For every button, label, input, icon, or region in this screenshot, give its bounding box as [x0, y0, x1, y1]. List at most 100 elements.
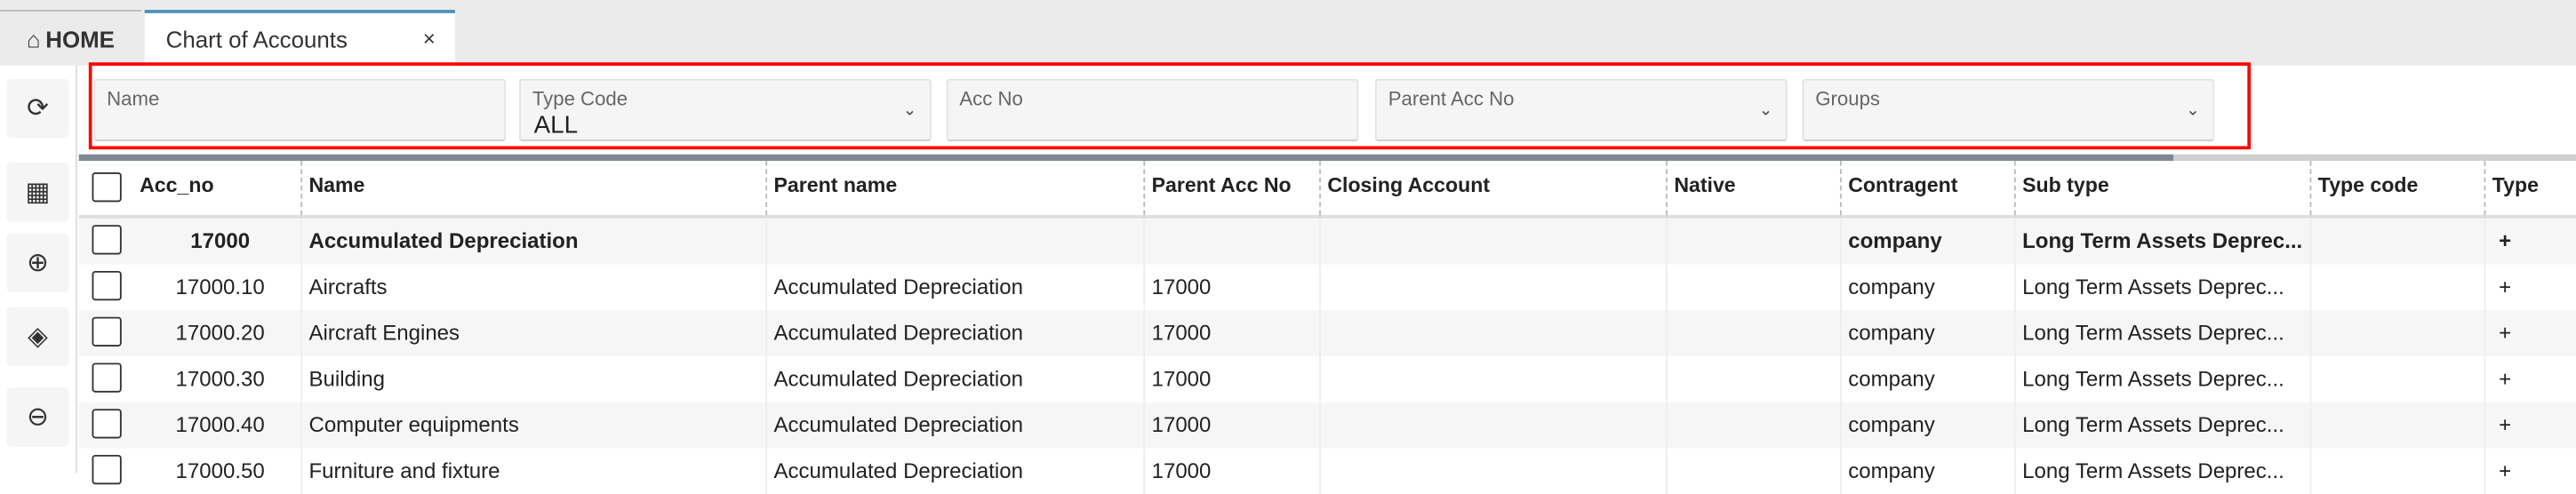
- cell-parent-acc-no: 17000: [1143, 310, 1319, 357]
- tab-chart-of-accounts[interactable]: Chart of Accounts ×: [144, 10, 455, 66]
- table-row[interactable]: 17000.20 Aircraft Engines Accumulated Depr…: [78, 310, 2576, 357]
- column-header-native[interactable]: Native: [1666, 161, 1840, 216]
- column-header-name[interactable]: Name: [300, 161, 765, 216]
- cell-type: +: [2484, 402, 2575, 449]
- row-checkbox[interactable]: [92, 363, 122, 393]
- column-header-parent-name[interactable]: Parent name: [765, 161, 1143, 216]
- cell-type-code: [2309, 310, 2484, 357]
- export-button[interactable]: ▦: [6, 162, 69, 222]
- cell-name: Computer equipments: [300, 402, 765, 449]
- table-body: 17000 Accumulated Depreciation company Long…: [78, 218, 2576, 494]
- table-row[interactable]: 17000.40 Computer equipments Accumulated D…: [78, 402, 2576, 449]
- delete-button[interactable]: ⊖: [6, 387, 69, 447]
- acc-no-filter-input[interactable]: Acc No: [946, 78, 1359, 141]
- cell-name: Aircraft Engines: [300, 310, 765, 357]
- chevron-down-icon: ⌄: [2186, 101, 2200, 120]
- select-all-checkbox[interactable]: [92, 172, 122, 203]
- cell-acc-no: 17000.40: [175, 411, 265, 437]
- row-checkbox[interactable]: [92, 316, 122, 347]
- column-header-sub-type[interactable]: Sub type: [2013, 161, 2310, 216]
- horizontal-scrollbar-track[interactable]: [2173, 154, 2576, 162]
- cell-native: [1666, 218, 1840, 265]
- cell-type-code: [2309, 448, 2484, 494]
- parent-acc-no-label: Parent Acc No: [1388, 86, 1515, 110]
- row-checkbox[interactable]: [92, 225, 122, 255]
- cell-native: [1666, 402, 1840, 449]
- cell-contragent: company: [1839, 402, 2014, 449]
- cell-native: [1666, 310, 1840, 357]
- home-icon: ⌂: [27, 26, 41, 53]
- clear-button[interactable]: ◈: [6, 307, 69, 367]
- cell-name: Furniture and fixture: [300, 448, 765, 494]
- column-header-acc-no[interactable]: Acc_no: [140, 173, 214, 197]
- cell-sub-type: Long Term Assets Deprec...: [2013, 264, 2310, 311]
- cell-type-code: [2309, 218, 2484, 265]
- cell-sub-type: Long Term Assets Deprec...: [2013, 310, 2310, 357]
- table-row[interactable]: 17000.30 Building Accumulated Depreciation…: [79, 356, 2576, 402]
- table-row[interactable]: 17000.10 Aircrafts Accumulated Depreciatio…: [79, 264, 2576, 311]
- tab-home[interactable]: ⌂ HOME: [0, 10, 141, 68]
- cell-parent-acc-no: 17000: [1143, 356, 1319, 402]
- cell-closing-account: [1319, 264, 1666, 311]
- cell-parent-acc-no: [1143, 218, 1319, 265]
- row-checkbox[interactable]: [92, 409, 122, 439]
- table-header: Acc_no Name Parent name Parent Acc No Closin…: [78, 161, 2576, 219]
- side-toolbar: ⟳ ▦ ⊕ ◈ ⊖: [0, 65, 77, 474]
- column-header-type[interactable]: Type: [2484, 161, 2575, 216]
- cell-type: +: [2484, 448, 2575, 494]
- parent-acc-no-select[interactable]: Parent Acc No ⌄: [1374, 78, 1788, 141]
- cell-native: [1666, 264, 1840, 311]
- name-filter-input[interactable]: Name: [93, 78, 507, 141]
- column-header-type-code[interactable]: Type code: [2309, 161, 2484, 216]
- tab-label: Chart of Accounts: [165, 26, 348, 53]
- cell-contragent: company: [1839, 218, 2014, 265]
- tab-bar: ⌂ HOME Chart of Accounts ×: [0, 0, 2576, 66]
- cell-contragent: company: [1839, 310, 2014, 357]
- name-filter-label: Name: [107, 86, 160, 110]
- cell-closing-account: [1319, 356, 1666, 402]
- cell-parent-name: [765, 218, 1143, 265]
- column-header-closing-account[interactable]: Closing Account: [1319, 161, 1666, 216]
- cell-name: Aircrafts: [300, 264, 765, 311]
- cell-parent-name: Accumulated Depreciation: [765, 448, 1143, 494]
- cell-type: +: [2484, 310, 2575, 357]
- column-header-contragent[interactable]: Contragent: [1839, 161, 2014, 216]
- cell-native: [1666, 448, 1840, 494]
- cell-sub-type: Long Term Assets Deprec...: [2013, 218, 2310, 265]
- add-button[interactable]: ⊕: [6, 233, 69, 292]
- table-row[interactable]: 17000.50 Furniture and fixture Accumulated…: [79, 448, 2576, 494]
- cell-parent-acc-no: 17000: [1143, 264, 1319, 311]
- close-icon[interactable]: ×: [422, 26, 436, 52]
- cell-contragent: company: [1839, 356, 2014, 402]
- cell-contragent: company: [1839, 448, 2014, 494]
- cell-parent-name: Accumulated Depreciation: [765, 264, 1143, 311]
- cell-acc-no: 17000.30: [175, 366, 265, 391]
- cell-parent-acc-no: 17000: [1143, 402, 1319, 449]
- minus-circle-icon: ⊖: [27, 403, 49, 433]
- cell-acc-no: 17000.20: [175, 320, 265, 346]
- cell-type-code: [2309, 356, 2484, 402]
- row-checkbox[interactable]: [92, 270, 122, 301]
- cell-parent-name: Accumulated Depreciation: [765, 310, 1143, 357]
- cell-name: Accumulated Depreciation: [300, 218, 765, 265]
- type-code-value: ALL: [533, 111, 579, 140]
- tab-home-label: HOME: [45, 26, 115, 53]
- groups-select[interactable]: Groups ⌄: [1802, 78, 2215, 141]
- cell-type-code: [2309, 264, 2484, 311]
- type-code-select[interactable]: Type Code ALL ⌄: [519, 78, 932, 141]
- table-row[interactable]: 17000 Accumulated Depreciation company Long…: [78, 218, 2576, 265]
- cell-acc-no: 17000.50: [175, 458, 265, 483]
- cell-name: Building: [300, 356, 765, 402]
- cell-parent-name: Accumulated Depreciation: [765, 356, 1143, 402]
- row-checkbox[interactable]: [92, 454, 122, 485]
- horizontal-scrollbar-thumb[interactable]: [78, 154, 2174, 162]
- cell-type: +: [2484, 218, 2575, 265]
- type-code-label: Type Code: [532, 86, 628, 110]
- accounts-table: Acc_no Name Parent name Parent Acc No Closin…: [78, 161, 2576, 494]
- cell-acc-no: 17000: [190, 227, 251, 253]
- cell-sub-type: Long Term Assets Deprec...: [2013, 356, 2310, 402]
- column-header-parent-acc-no[interactable]: Parent Acc No: [1143, 161, 1319, 216]
- refresh-button[interactable]: ⟳: [6, 78, 69, 139]
- cell-type: +: [2484, 264, 2575, 311]
